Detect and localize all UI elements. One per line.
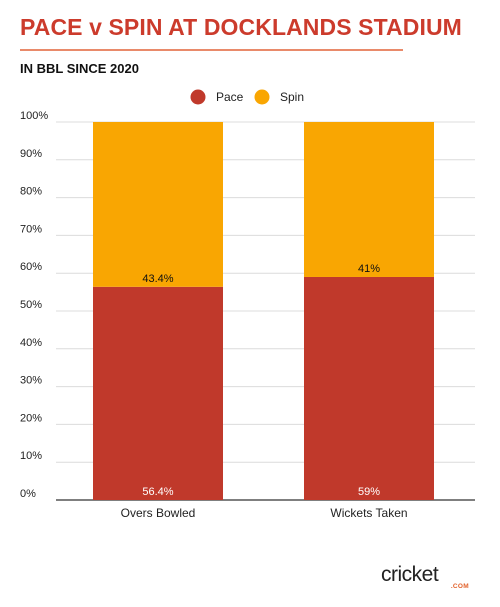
data-label: 59% [358,486,380,498]
y-tick-label: 60% [20,261,42,273]
legend-swatch-pace [190,89,206,105]
legend-label-pace: Pace [216,90,244,104]
chart-subtitle: IN BBL SINCE 2020 [20,61,139,76]
y-tick-label: 30% [20,375,42,387]
y-tick-label: 0% [20,488,36,500]
bar-pace [304,276,434,500]
bar-spin [93,122,223,287]
data-label: 43.4% [142,273,173,285]
y-tick-label: 90% [20,148,42,160]
y-tick-label: 20% [20,412,42,424]
y-tick-label: 40% [20,337,42,349]
cricket-com-logo: cricket .COM [381,563,471,593]
legend-label-spin: Spin [280,90,304,104]
data-label: 56.4% [142,486,173,498]
y-tick-label: 50% [20,299,42,311]
data-label: 41% [358,263,380,275]
y-tick-label: 80% [20,186,42,198]
y-tick-label: 70% [20,223,42,235]
legend-swatch-spin [254,89,270,105]
bar-spin [304,122,434,277]
bar-pace [93,286,223,500]
logo-wordmark: cricket [381,563,439,586]
x-tick-label: Overs Bowled [121,506,196,520]
title-underline [20,49,403,51]
y-tick-label: 10% [20,450,42,462]
logo-suffix: .COM [450,583,469,590]
x-tick-label: Wickets Taken [330,506,407,520]
y-tick-label: 100% [20,110,48,122]
chart-title: PACE v SPIN AT DOCKLANDS STADIUM [20,14,462,40]
